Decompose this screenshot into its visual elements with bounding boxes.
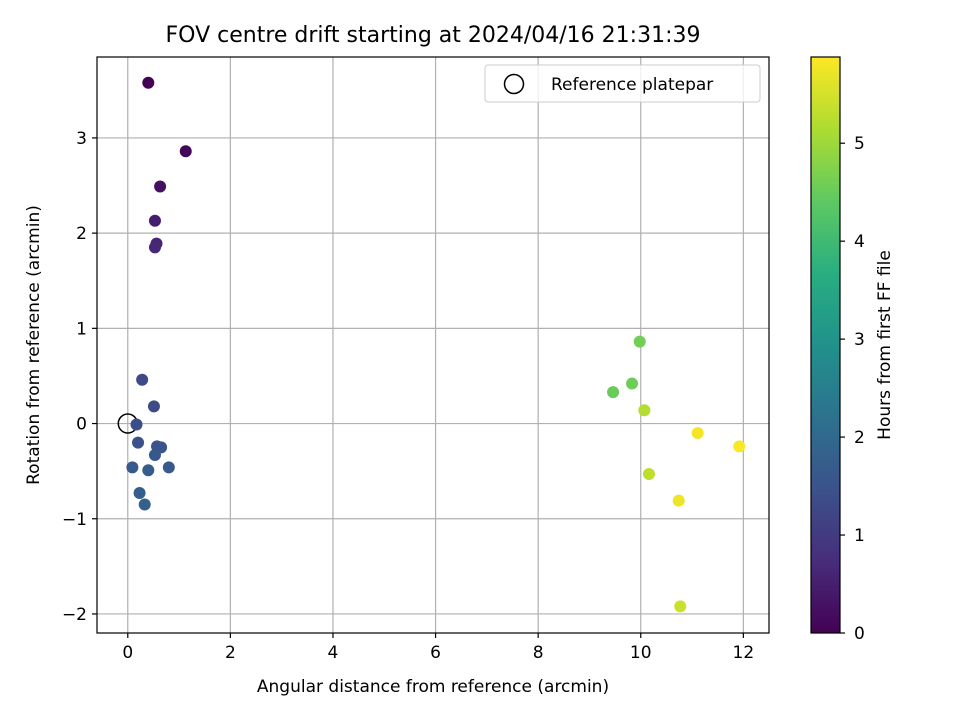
plot-frame bbox=[96, 56, 770, 634]
legend-box bbox=[484, 64, 761, 103]
x-tick-label: 4 bbox=[328, 643, 339, 663]
data-point bbox=[154, 180, 167, 193]
data-point bbox=[162, 461, 175, 474]
data-point bbox=[674, 600, 687, 613]
data-point bbox=[691, 427, 704, 440]
colorbar-gradient bbox=[810, 56, 841, 634]
data-point bbox=[607, 386, 620, 399]
legend-label: Reference platepar bbox=[551, 75, 713, 95]
colorbar-tick-label: 5 bbox=[854, 134, 865, 154]
data-point bbox=[638, 404, 651, 417]
data-point bbox=[147, 400, 160, 413]
x-tick-label: 8 bbox=[533, 643, 544, 663]
x-axis-ticks: 0 2 4 6 8 10 12 bbox=[122, 633, 754, 663]
y-tick-label: 1 bbox=[76, 319, 87, 339]
data-point bbox=[633, 335, 646, 348]
data-point bbox=[148, 241, 161, 254]
data-point bbox=[142, 76, 155, 89]
plot-background bbox=[97, 57, 769, 633]
y-axis-label: Rotation from reference (arcmin) bbox=[24, 205, 44, 485]
colorbar-tick-label: 0 bbox=[854, 624, 865, 644]
legend: Reference platepar bbox=[484, 64, 761, 103]
legend-reference-marker bbox=[503, 73, 525, 95]
chart-title: FOV centre drift starting at 2024/04/16 … bbox=[166, 23, 701, 48]
x-tick-label: 2 bbox=[225, 643, 236, 663]
data-point bbox=[733, 440, 746, 453]
data-point bbox=[138, 498, 151, 511]
colorbar-label: Hours from first FF file bbox=[875, 250, 895, 440]
y-tick-label: −2 bbox=[62, 605, 87, 625]
data-point bbox=[133, 487, 146, 500]
x-tick-label: 12 bbox=[733, 643, 755, 663]
x-tick-label: 10 bbox=[630, 643, 652, 663]
colorbar-tick-label: 3 bbox=[854, 330, 865, 350]
y-tick-label: 3 bbox=[76, 129, 87, 149]
data-point bbox=[132, 436, 145, 449]
data-point bbox=[126, 461, 139, 474]
data-point bbox=[642, 468, 655, 481]
data-point bbox=[130, 418, 143, 431]
data-points bbox=[126, 76, 746, 613]
x-tick-label: 6 bbox=[430, 643, 441, 663]
x-axis-label: Angular distance from reference (arcmin) bbox=[257, 677, 609, 697]
data-point bbox=[136, 373, 149, 386]
y-axis-ticks: −2 −1 0 1 2 3 bbox=[62, 129, 97, 625]
x-tick-label: 0 bbox=[122, 643, 133, 663]
data-point bbox=[142, 464, 155, 477]
data-point bbox=[179, 145, 192, 158]
y-tick-label: −1 bbox=[62, 510, 87, 530]
y-tick-label: 0 bbox=[76, 415, 87, 435]
data-point bbox=[626, 377, 639, 390]
colorbar-tick-label: 2 bbox=[854, 428, 865, 448]
data-point bbox=[148, 214, 161, 227]
colorbar-tick-label: 4 bbox=[854, 232, 865, 252]
colorbar-ticks: 0 1 2 3 4 5 bbox=[840, 134, 865, 644]
data-point bbox=[148, 448, 161, 461]
data-point bbox=[672, 494, 685, 507]
colorbar: 0 1 2 3 4 5 Hours from first FF file bbox=[810, 56, 895, 644]
y-tick-label: 2 bbox=[76, 224, 87, 244]
colorbar-tick-label: 1 bbox=[854, 526, 865, 546]
